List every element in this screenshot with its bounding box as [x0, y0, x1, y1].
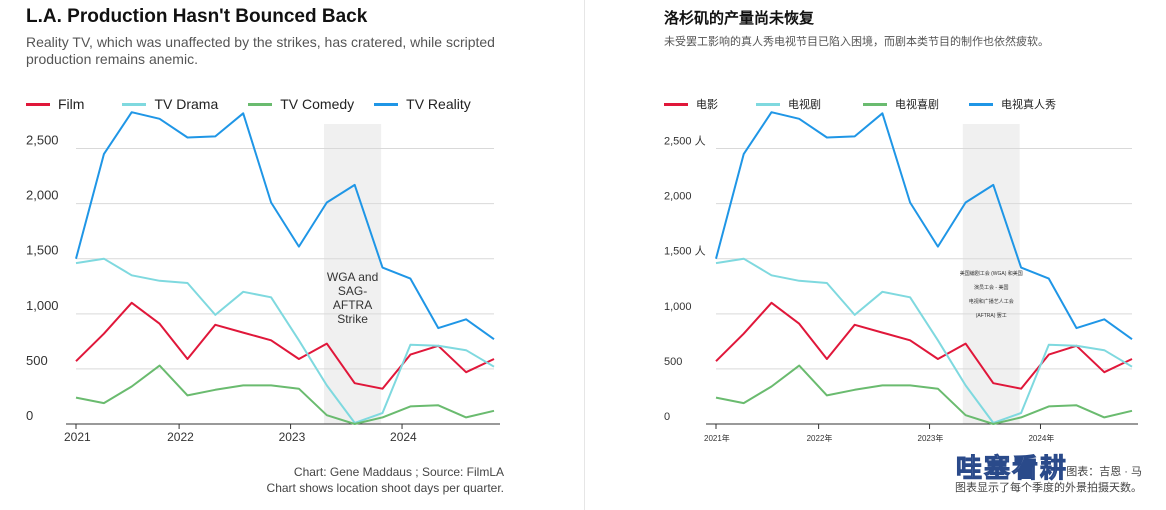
chart-note: 图表显示了每个季度的外景拍摄天数。	[955, 482, 1142, 494]
strike-annotation-line: AFTRA	[333, 298, 372, 312]
strike-annotation-line: WGA and	[327, 270, 378, 284]
strike-band	[324, 124, 382, 424]
y-tick-label: 2,000	[26, 188, 59, 203]
chart-footer: Chart: Gene Maddaus ; Source: FilmLA Cha…	[267, 464, 504, 496]
x-tick-label: 2023	[279, 430, 306, 444]
strike-annotation-line: Strike	[337, 312, 368, 326]
series-line	[75, 301, 495, 390]
chart-panel-chinese: 洛杉矶的产量尚未恢复 未受罢工影响的真人秀电视节目已陷入困境，而剧本类节目的制作…	[586, 0, 1166, 510]
chart-credit: 图表：吉恩 · 马	[1066, 466, 1142, 478]
legend-item: 电视喜剧	[863, 96, 939, 112]
x-tick-label: 2023年	[918, 433, 944, 443]
series-line	[75, 111, 495, 341]
series-line	[75, 257, 495, 424]
strike-annotation-line: 电视和广播艺人工会	[969, 298, 1014, 305]
legend-swatch	[969, 102, 993, 106]
legend-item: 电视真人秀	[969, 96, 1056, 112]
strike-annotation-line: 演员工会 - 美国	[974, 284, 1008, 291]
x-tick-label: 2024	[390, 430, 417, 444]
strike-annotation-line: SAG-	[338, 284, 367, 298]
series-line	[715, 301, 1133, 390]
legend-swatch	[756, 102, 780, 106]
strike-annotation-line: (AFTRA) 罢工	[976, 313, 1007, 319]
legend-item: TV Reality	[374, 96, 471, 112]
x-tick-label: 2022年	[807, 433, 833, 443]
line-chart-english: 0 500 1,000 1,500 2,000 2,500 2021 2022 2023 2024…	[26, 111, 500, 444]
legend-label: 电影	[696, 99, 718, 111]
legend-label: TV Drama	[154, 96, 219, 112]
series-line	[715, 111, 1133, 341]
legend-item: 电影	[664, 96, 718, 112]
legend-item: 电视剧	[756, 96, 821, 112]
legend-label: 电视剧	[788, 99, 821, 111]
y-tick-label: 500	[664, 356, 682, 368]
x-tick-label: 2021年	[704, 433, 730, 443]
line-chart-chinese: 0 500 1,000 1,500 人 2,000 2,500 人 2021年 2022年 20…	[664, 111, 1138, 443]
legend-item: TV Drama	[122, 96, 218, 112]
legend-swatch	[374, 102, 399, 106]
legend-swatch	[248, 102, 273, 106]
chart-legend: Film TV Drama TV Comedy TV Reality	[26, 96, 471, 112]
legend-label: 电视喜剧	[895, 99, 939, 111]
series-line	[75, 364, 495, 425]
x-tick-label: 2024年	[1028, 433, 1054, 443]
y-tick-label: 1,000	[26, 298, 59, 313]
y-tick-label: 2,000	[664, 191, 692, 203]
x-tick-label: 2021	[64, 430, 91, 444]
watermark-text: 哇塞看耕	[955, 453, 1069, 484]
chart-panel-english: L.A. Production Hasn't Bounced Back Real…	[26, 6, 504, 496]
chart-legend: 电影 电视剧 电视喜剧 电视真人秀	[664, 96, 1056, 112]
legend-swatch	[664, 102, 688, 106]
strike-band	[962, 124, 1020, 424]
legend-swatch	[122, 102, 147, 106]
legend-item: Film	[26, 96, 84, 112]
series-line	[715, 257, 1133, 424]
chart-title: L.A. Production Hasn't Bounced Back	[26, 6, 368, 27]
legend-label: TV Reality	[406, 96, 471, 112]
panel-divider	[584, 0, 585, 510]
legend-item: TV Comedy	[248, 96, 354, 112]
legend-label: 电视真人秀	[1001, 99, 1056, 111]
chart-note: Chart shows location shoot days per quar…	[266, 481, 504, 495]
series-line	[715, 364, 1133, 425]
legend-label: Film	[58, 96, 85, 112]
y-tick-label: 1,500	[26, 243, 59, 258]
chart-credit: Chart: Gene Maddaus ; Source: FilmLA	[293, 465, 504, 479]
legend-swatch	[863, 102, 887, 106]
y-tick-label: 2,500	[26, 133, 59, 148]
y-tick-label: 0	[26, 408, 33, 423]
legend-swatch	[26, 102, 50, 106]
y-tick-label: 2,500 人	[664, 135, 706, 148]
x-tick-label: 2022	[167, 430, 194, 444]
legend-label: TV Comedy	[280, 96, 355, 112]
chart-subtitle: 未受罢工影响的真人秀电视节目已陷入困境，而剧本类节目的制作也依然疲软。	[664, 36, 1049, 48]
strike-annotation-line: 美国编剧工会 (WGA) 和美国	[960, 270, 1023, 277]
y-tick-label: 1,500 人	[664, 245, 706, 258]
chart-footer: 图表：吉恩 · 马 图表显示了每个季度的外景拍摄天数。	[955, 464, 1142, 496]
chart-subtitle: Reality TV, which was unaffected by the …	[26, 34, 495, 67]
y-tick-label: 500	[26, 353, 48, 368]
y-tick-label: 1,000	[664, 301, 692, 313]
y-tick-label: 0	[664, 411, 670, 423]
chart-title: 洛杉矶的产量尚未恢复	[664, 10, 815, 27]
